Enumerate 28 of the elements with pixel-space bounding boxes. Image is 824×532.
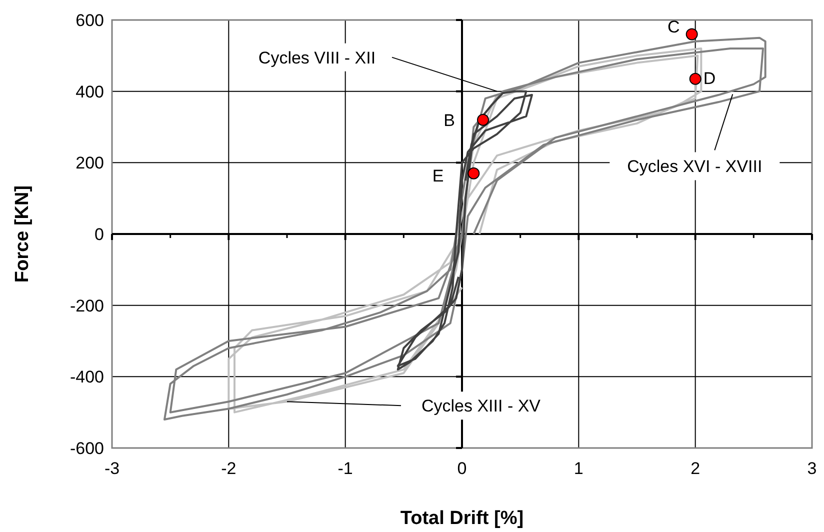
x-tick-label: 1 (574, 459, 584, 478)
annotation: Cycles VIII - XII (258, 48, 376, 68)
line-series (396, 90, 533, 371)
x-axis-title: Total Drift [%] (400, 508, 524, 529)
x-tick-label: 0 (457, 459, 467, 478)
point (689, 72, 702, 85)
point (477, 114, 489, 126)
y-tick-label: 400 (76, 82, 104, 102)
y-tick-label: 0 (94, 225, 104, 244)
x-tick-label: -2 (221, 459, 236, 478)
annotation: D (703, 68, 716, 88)
point (468, 167, 480, 180)
x-tick-label: 3 (807, 459, 817, 478)
x-tick-label: -1 (338, 459, 353, 478)
annotation: B (444, 110, 455, 130)
y-tick-label: -600 (70, 439, 104, 458)
y-tick-label: -400 (70, 368, 104, 387)
y-tick-label: 600 (76, 11, 104, 30)
y-axis-title: Force [KN] (12, 185, 33, 283)
annotation: Cycles XVI - XVIII (627, 157, 762, 176)
point (686, 28, 698, 40)
y-tick-label: 200 (76, 154, 104, 173)
x-tick-label: 2 (690, 459, 700, 478)
x-tick-label: -3 (104, 459, 120, 478)
annotation: Cycles XIII - XV (421, 396, 542, 416)
annotation: C (668, 17, 680, 36)
y-tick-label: -200 (70, 296, 104, 316)
annotation: E (432, 166, 444, 186)
